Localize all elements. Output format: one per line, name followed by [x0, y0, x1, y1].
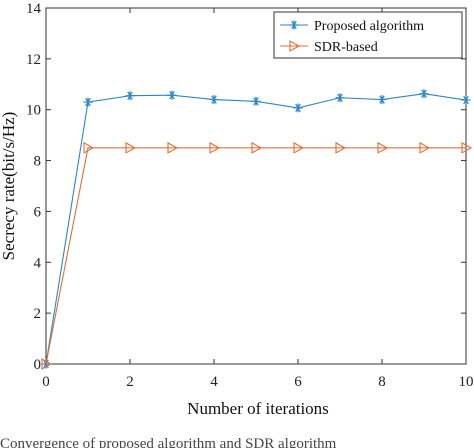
data-point-series-1 — [83, 97, 93, 107]
legend-label: Proposed algorithm — [314, 19, 424, 34]
y-tick-label: 0 — [34, 357, 42, 373]
data-point-series-1 — [419, 89, 429, 99]
data-point-series-2 — [461, 141, 473, 154]
data-point-series-2 — [83, 141, 95, 154]
x-tick-label: 0 — [42, 374, 50, 390]
x-tick-label: 8 — [378, 374, 386, 390]
plot-area-border — [45, 7, 467, 365]
data-point-series-1 — [461, 95, 471, 105]
x-axis-label: Number of iterations — [187, 399, 329, 418]
legend-marker — [289, 40, 301, 52]
series-line-2 — [45, 147, 466, 365]
x-tick-label: 10 — [459, 374, 474, 390]
x-tick-label: 6 — [294, 374, 302, 390]
data-point-series-2 — [251, 141, 263, 154]
y-axis-ticks: 0 2 4 6 8 10 12 14 — [26, 1, 466, 373]
data-point-series-1 — [335, 93, 345, 103]
y-tick-label: 4 — [34, 255, 42, 271]
plot-frame — [45, 7, 467, 365]
data-point-series-2 — [41, 358, 53, 370]
legend-box — [273, 11, 463, 59]
data-point-series-1 — [209, 95, 219, 105]
y-tick-label: 6 — [34, 204, 42, 220]
y-tick-label: 2 — [34, 306, 42, 322]
data-point-series-1 — [377, 95, 387, 105]
line-chart: 0 2 4 6 8 10 12 14 0 2 4 6 8 10 Number of iterations… — [0, 1, 474, 418]
data-point-series-1 — [125, 91, 135, 101]
y-tick-label: 10 — [26, 103, 41, 119]
data-point-series-2 — [335, 141, 347, 154]
data-point-series-1 — [293, 103, 303, 113]
data-point-series-2 — [419, 141, 431, 154]
y-tick-label: 8 — [34, 154, 42, 170]
y-tick-label: 12 — [26, 52, 41, 68]
legend-label: SDR-based — [314, 40, 378, 55]
data-point-series-2 — [377, 141, 389, 154]
legend: Proposed algorithm SDR-based — [273, 11, 463, 59]
y-axis-label: Secrecy rate(bit/s/Hz) — [0, 112, 18, 261]
x-tick-label: 4 — [210, 374, 218, 390]
data-point-series-2 — [209, 141, 221, 154]
data-point-series-1 — [167, 90, 177, 100]
series-line-1 — [45, 93, 467, 365]
legend-marker — [289, 20, 299, 30]
y-tick-label: 14 — [26, 1, 42, 17]
figure-caption: Convergence of proposed algorithm and SD… — [0, 436, 337, 448]
data-point-series-2 — [293, 141, 305, 154]
x-axis-ticks: 0 2 4 6 8 10 — [42, 8, 474, 390]
data-point-series-1 — [251, 96, 261, 106]
data-point-series-2 — [167, 141, 179, 154]
data-point-series-2 — [125, 141, 137, 154]
series-layer — [41, 89, 473, 370]
x-tick-label: 2 — [126, 374, 134, 390]
